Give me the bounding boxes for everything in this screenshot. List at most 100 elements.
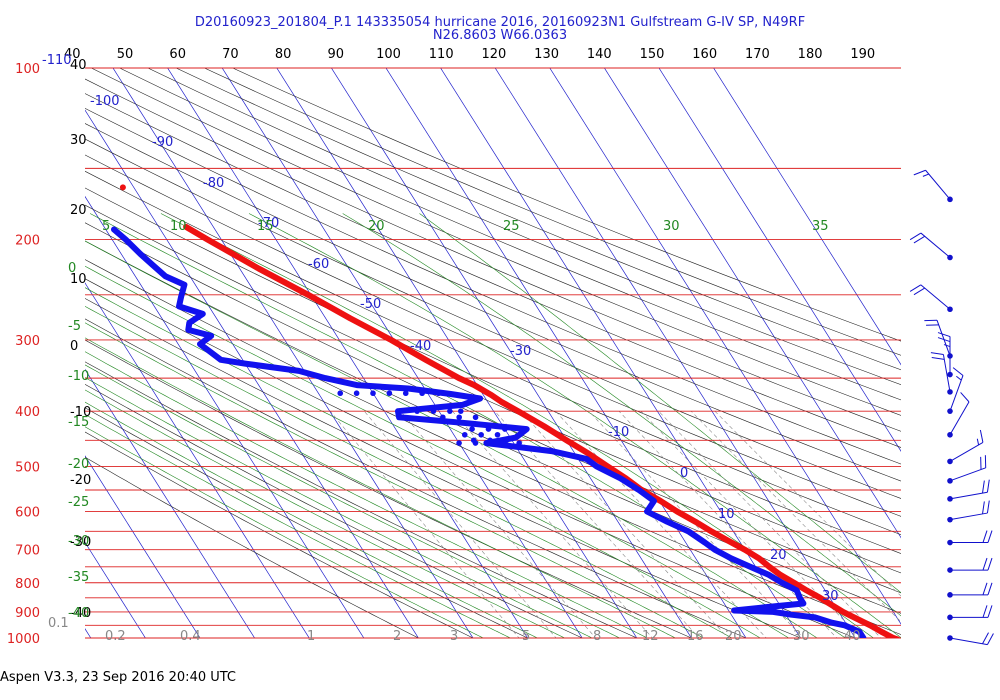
- mixing-ratio-label: 0.2: [105, 629, 126, 644]
- wind-barb-half-flag: [943, 344, 951, 348]
- isotherm-label: -90: [152, 135, 173, 150]
- dry-adiabat-line: [147, 68, 901, 386]
- wind-barb-station: [947, 431, 953, 438]
- chart-subtitle-location: N26.8603 W66.0363: [432, 28, 568, 43]
- dry-adiabat-label: -10: [70, 405, 91, 420]
- isotherm-label: 30: [822, 589, 839, 604]
- dewpoint-point: [370, 390, 376, 397]
- dry-adiabat-line: [85, 456, 420, 638]
- dry-adiabat-line: [204, 68, 901, 356]
- dewpoint-point: [472, 440, 479, 446]
- dry-adiabat-line: [119, 68, 901, 401]
- wind-barb-station: [947, 389, 953, 395]
- isotherm-line: [658, 68, 901, 452]
- moist-adiabat-line: [85, 364, 621, 638]
- wind-barb: [947, 429, 984, 465]
- mixing-ratio-line: [494, 411, 700, 638]
- dry-adiabat-line: [85, 259, 901, 635]
- dry-adiabat-label: 10: [70, 272, 87, 287]
- wind-barb-flag: [960, 392, 970, 403]
- mixing-ratio-label: 12: [642, 629, 659, 644]
- mixing-ratio-label: 0.1: [48, 616, 69, 631]
- wind-barb-staff: [949, 491, 988, 500]
- wind-barb-station: [947, 478, 953, 484]
- mixing-ratio-label: 16: [687, 629, 704, 644]
- isotherm-line: [85, 455, 201, 638]
- temperature-trace: [119, 184, 901, 638]
- isotherm-label: -70: [258, 216, 279, 231]
- wind-barb-staff: [936, 320, 951, 357]
- wind-barb-flag: [913, 169, 926, 176]
- isotherm-line: [85, 109, 419, 638]
- wind-barb: [909, 284, 953, 313]
- wind-barb: [909, 232, 953, 261]
- isotherm-line: [85, 541, 146, 638]
- moist-adiabat-left-label: -10: [68, 369, 89, 384]
- dewpoint-point: [499, 440, 506, 446]
- wind-barb-flag: [930, 352, 944, 355]
- dry-adiabat-line: [85, 407, 529, 638]
- isotherm-line: [85, 368, 256, 638]
- pressure-label: 200: [15, 234, 40, 249]
- moist-adiabat-line: [85, 305, 733, 638]
- mixing-ratio-line: [400, 411, 597, 638]
- isotherm-label: 0: [680, 466, 688, 481]
- moist-adiabat-label: 30: [663, 219, 680, 234]
- dewpoint-point: [386, 390, 393, 397]
- isotherm-label: -50: [360, 297, 381, 312]
- theta-tick-label: 60: [169, 47, 186, 62]
- pressure-label: 700: [15, 544, 40, 559]
- dewpoint-point: [461, 431, 468, 438]
- wind-barb-flag: [952, 367, 964, 376]
- isotherm-line: [494, 68, 856, 638]
- moist-adiabat-line: [85, 426, 484, 638]
- moist-adiabat-line: [85, 389, 566, 638]
- theta-tick-label: 70: [222, 47, 239, 62]
- dewpoint-line: [111, 226, 867, 638]
- wind-barb-half-flag: [956, 375, 962, 381]
- theta-tick-label: 170: [745, 47, 770, 62]
- moist-adiabat-left-label: -25: [68, 495, 89, 510]
- moist-adiabat-left-label: 0: [68, 261, 76, 276]
- dry-adiabat-label: 0: [70, 339, 78, 354]
- wind-barb-station: [947, 496, 953, 502]
- moist-adiabat-left-label: -35: [68, 570, 89, 585]
- dewpoint-trace: [111, 226, 867, 638]
- dry-adiabat-line: [85, 204, 901, 574]
- wind-barb-flag: [982, 557, 988, 571]
- wind-barb-flag: [982, 480, 985, 494]
- wind-barb: [930, 352, 953, 395]
- theta-tick-label: 100: [376, 47, 401, 62]
- wind-barb: [947, 479, 990, 502]
- wind-barb: [947, 530, 993, 546]
- isotherm-line: [221, 68, 583, 638]
- wind-barb-flag: [913, 235, 925, 244]
- wind-barb-staff: [949, 637, 988, 646]
- isotherm-line: [385, 68, 747, 638]
- wind-barb-flag: [982, 501, 985, 515]
- mixing-ratio-label: 3: [450, 629, 458, 644]
- dewpoint-point: [494, 431, 501, 438]
- dry-adiabat-line: [85, 298, 802, 638]
- moist-adiabat-line: [85, 351, 649, 638]
- wind-barb: [947, 455, 987, 484]
- dry-adiabat-line: [85, 278, 856, 638]
- dewpoint-point: [478, 431, 484, 438]
- dry-adiabat-label: -40: [70, 606, 91, 621]
- isotherm-grid: [0, 55, 901, 650]
- dewpoint-point: [456, 414, 462, 421]
- isotherm-line: [0, 55, 44, 650]
- theta-tick-label: 180: [798, 47, 823, 62]
- wind-barb-flag: [982, 605, 988, 618]
- mixing-ratio-line: [330, 411, 520, 638]
- mixing-ratio-line: [364, 411, 557, 638]
- wind-barb-staff: [949, 467, 986, 482]
- wind-barb: [947, 605, 993, 621]
- wind-barb-staff: [920, 284, 951, 310]
- wind-barb-staff: [949, 512, 988, 521]
- mixing-ratio-line: [690, 410, 901, 623]
- wind-barb-flag: [909, 232, 922, 241]
- dry-adiabat-grid: [85, 68, 901, 638]
- wind-barb-flag: [979, 429, 984, 443]
